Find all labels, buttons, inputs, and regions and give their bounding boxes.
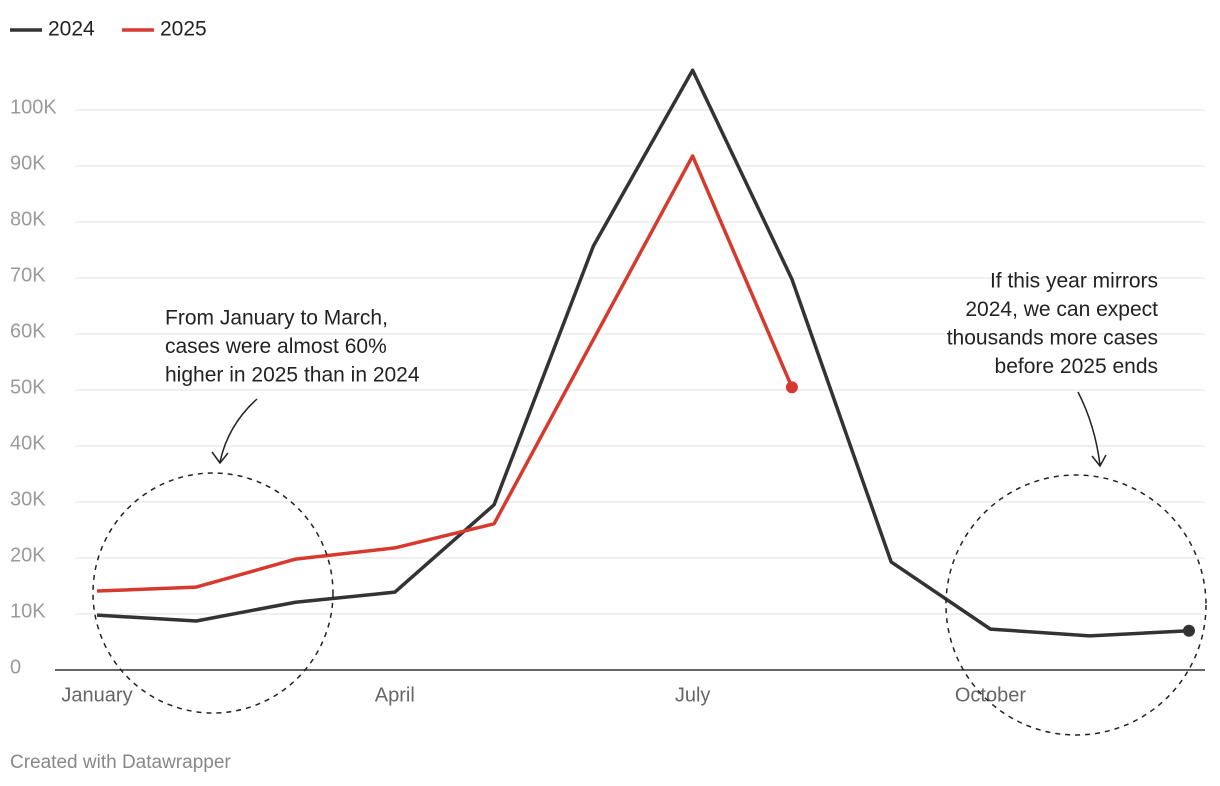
y-tick-label: 10K xyxy=(10,600,46,622)
annotation-circle xyxy=(945,474,1207,736)
arrow xyxy=(1077,391,1101,466)
series-line xyxy=(96,154,794,593)
annotation: thousands more cases xyxy=(947,327,1158,350)
end-point xyxy=(785,381,798,394)
annotation: higher in 2025 than in 2024 xyxy=(165,364,420,387)
y-tick-label: 30K xyxy=(10,488,46,510)
y-tick-label: 100K xyxy=(10,96,57,118)
y-tick-label: 60K xyxy=(10,320,46,342)
x-tick-label: January xyxy=(61,684,132,706)
annotation-circles xyxy=(92,472,1207,736)
legend-label: 2024 xyxy=(48,18,95,41)
y-tick-label: 40K xyxy=(10,432,46,454)
annotation: cases were almost 60% xyxy=(165,335,387,358)
x-tick-label: April xyxy=(375,684,415,706)
annotation-circle xyxy=(92,472,334,714)
y-tick-label: 0 xyxy=(10,656,21,678)
x-tick-label: July xyxy=(675,684,711,706)
plot: 0 10K 20K 30K 40K 50K 60K 70K 80K 90K 100K January A… xyxy=(10,18,1205,706)
y-tick-label: 90K xyxy=(10,152,46,174)
y-tick-label: 50K xyxy=(10,376,46,398)
arrow xyxy=(219,398,258,463)
series-line xyxy=(96,68,1190,638)
y-tick-label: 80K xyxy=(10,208,46,230)
annotation: If this year mirrors xyxy=(990,270,1158,293)
y-tick-label: 20K xyxy=(10,544,46,566)
y-tick-label: 70K xyxy=(10,264,46,286)
x-tick-label: October xyxy=(955,684,1026,706)
end-point xyxy=(1182,624,1195,637)
arrow-head xyxy=(1091,454,1107,468)
annotation: before 2025 ends xyxy=(995,355,1158,378)
annotation: 2024, we can expect xyxy=(965,298,1158,321)
annotation: From January to March, xyxy=(165,307,388,330)
legend-label: 2025 xyxy=(160,18,207,41)
credit: Created with Datawrapper xyxy=(10,752,231,773)
arrow-head xyxy=(211,451,229,465)
annotation-arrows xyxy=(211,391,1107,468)
